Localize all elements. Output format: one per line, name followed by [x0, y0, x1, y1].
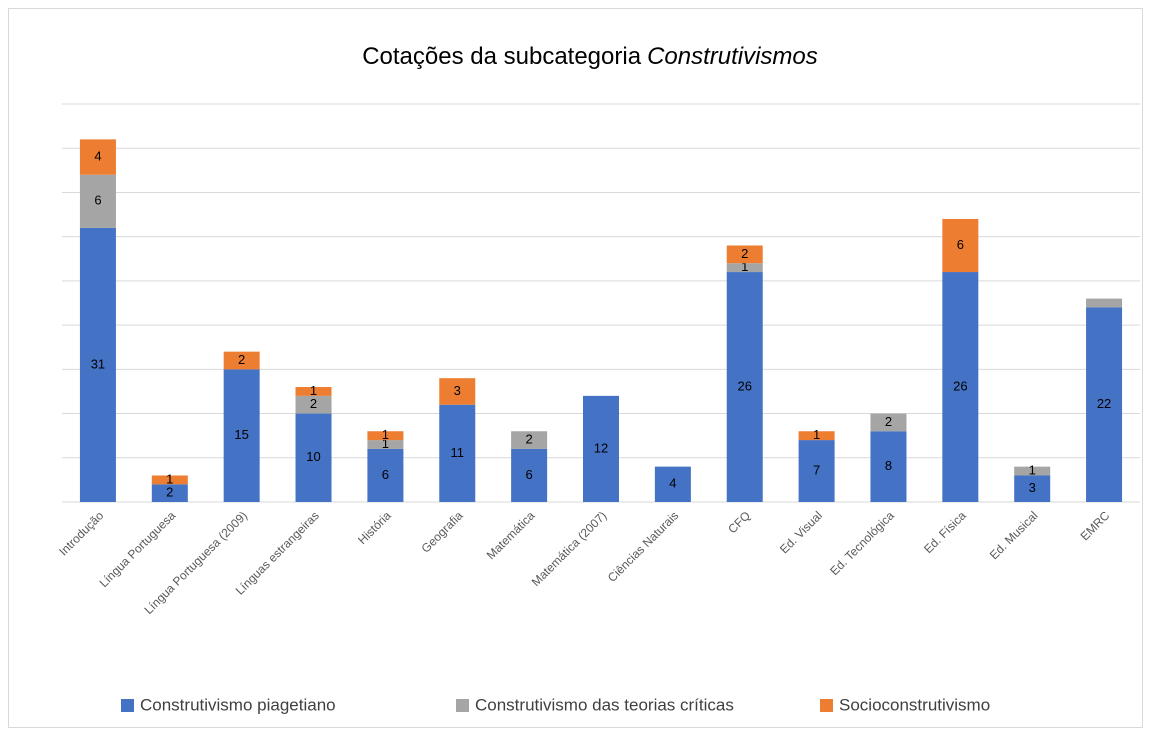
- value-label: 1: [166, 471, 173, 486]
- bar-segment: [583, 395, 619, 502]
- value-label: 2: [238, 352, 245, 367]
- value-label: 1: [382, 436, 389, 451]
- bar-segment: [726, 263, 763, 273]
- value-label: 3: [454, 383, 461, 398]
- value-label: 2: [526, 432, 533, 447]
- value-label: 1: [741, 259, 748, 274]
- bar-segment: [726, 272, 763, 502]
- legend-label: Construtivismo das teorias críticas: [475, 695, 734, 714]
- legend-label: Construtivismo piagetiano: [140, 695, 336, 714]
- value-label: 7: [813, 462, 820, 477]
- value-label: 10: [306, 449, 320, 464]
- bar-segment: [79, 227, 116, 503]
- bar-segment: [1014, 466, 1051, 476]
- value-label: 6: [382, 467, 389, 482]
- bar-segment: [654, 466, 691, 502]
- bar-segment: [798, 440, 835, 502]
- value-label: 12: [594, 440, 608, 455]
- value-label: 8: [885, 458, 892, 473]
- value-label: 31: [91, 356, 105, 371]
- bar-segment: [295, 413, 332, 502]
- value-label: 1: [310, 383, 317, 398]
- bar-segment: [295, 395, 332, 414]
- value-label: 1: [382, 427, 389, 442]
- title-text: Cotações da subcategoria: [362, 43, 642, 70]
- bar-segment: [367, 448, 404, 502]
- value-label: 6: [957, 237, 964, 252]
- bar-segment: [511, 431, 548, 449]
- legend-swatch: [820, 699, 833, 712]
- legend-label: Socioconstrutivismo: [839, 695, 990, 714]
- title-italic: Construtivismos: [647, 43, 818, 70]
- bar-segment: [367, 440, 404, 449]
- bar-segment: [726, 245, 763, 264]
- bar-segment: [79, 174, 116, 228]
- value-label: 6: [526, 467, 533, 482]
- value-label: 4: [669, 476, 676, 491]
- bar-segment: [439, 404, 476, 502]
- bar-segment: [1014, 475, 1051, 502]
- legend-swatch: [456, 699, 469, 712]
- bar-segment: [511, 448, 548, 502]
- bar-segment: [870, 413, 907, 432]
- value-label: 2: [741, 246, 748, 261]
- value-label: 2: [885, 414, 892, 429]
- bar-segment: [942, 218, 979, 273]
- value-label: 6: [94, 193, 101, 208]
- value-label: 26: [737, 378, 751, 393]
- value-label: 15: [234, 427, 248, 442]
- value-label: 1: [813, 427, 820, 442]
- legend-swatch: [121, 699, 134, 712]
- value-label: 4: [94, 149, 101, 164]
- value-label: 2: [310, 396, 317, 411]
- value-label: 2: [166, 485, 173, 500]
- bar-segment: [870, 431, 907, 502]
- bar-segment: [439, 378, 476, 405]
- bar-segment: [295, 387, 332, 396]
- bar-segment: [1086, 307, 1123, 502]
- bar-segment: [1086, 298, 1123, 308]
- bar-segment: [223, 351, 260, 370]
- value-label: 11: [451, 445, 465, 460]
- value-label: 26: [953, 378, 967, 393]
- bar-segment: [151, 484, 188, 502]
- bar-segment: [151, 475, 188, 485]
- value-label: 3: [1029, 480, 1036, 495]
- bar-segment: [79, 139, 116, 175]
- bar-segment: [223, 369, 260, 502]
- value-label: 1: [1029, 462, 1036, 477]
- bar-segment: [798, 431, 835, 441]
- value-label: 22: [1097, 396, 1111, 411]
- bar-segment: [942, 272, 979, 502]
- chart-title: Cotações da subcategoria Construtivismos: [362, 43, 818, 70]
- bar-segment: [367, 431, 404, 441]
